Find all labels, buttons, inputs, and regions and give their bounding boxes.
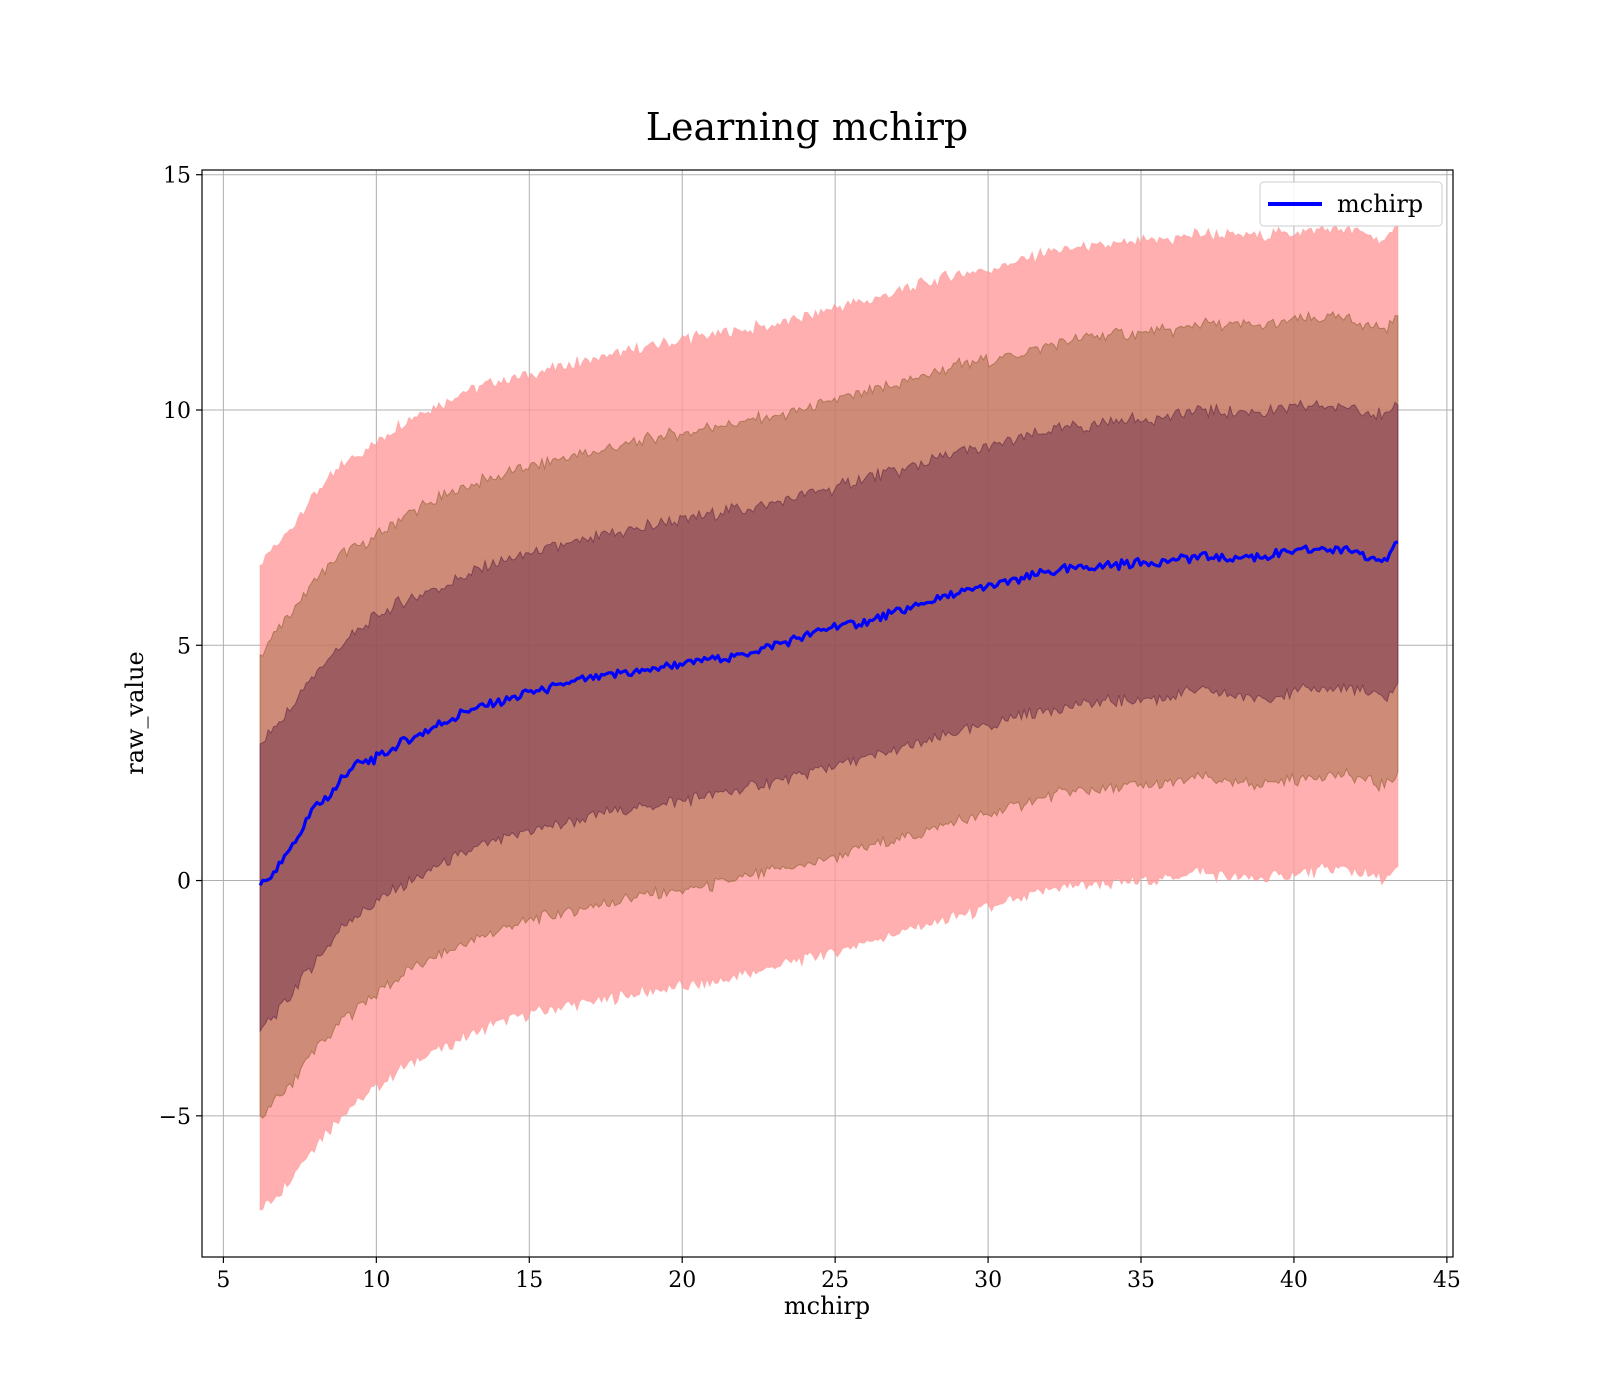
confidence-bands: [259, 223, 1399, 1211]
x-tick-label-5: 30: [974, 1268, 1002, 1293]
x-tick-label-1: 10: [362, 1268, 390, 1293]
x-tick-label-0: 5: [216, 1268, 230, 1293]
x-tick-label-4: 25: [821, 1268, 849, 1293]
plot-frame: [201, 169, 1454, 1258]
x-axis-label: mchirp: [784, 1292, 870, 1320]
legend-label: mchirp: [1337, 190, 1423, 218]
y-tick-label-2: 5: [177, 634, 191, 659]
x-tick-label-7: 40: [1280, 1268, 1308, 1293]
y-tick-label-4: 15: [163, 164, 191, 189]
y-tick-label-0: −5: [159, 1105, 191, 1130]
legend-box: [1259, 181, 1443, 227]
x-tick-label-6: 35: [1127, 1268, 1155, 1293]
band-outer: [259, 223, 1399, 1211]
x-tick-label-8: 45: [1433, 1268, 1461, 1293]
y-axis-ticks: −5 0 5 10 15: [159, 164, 202, 1130]
y-tick-label-1: 0: [177, 870, 191, 895]
series-lines: [258, 540, 1399, 887]
x-axis-ticks: 5 10 15 20 25 30 35 40 45: [216, 1257, 1461, 1293]
chart-title: Learning mchirp: [646, 105, 968, 149]
y-axis-label: raw_value: [121, 651, 149, 775]
legend: mchirp: [1259, 181, 1443, 227]
y-tick-label-3: 10: [163, 399, 191, 424]
x-tick-label-2: 15: [515, 1268, 543, 1293]
band-inner: [259, 399, 1399, 1033]
band-middle: [259, 310, 1399, 1119]
x-tick-label-3: 20: [668, 1268, 696, 1293]
series-line-mchirp: [258, 540, 1399, 887]
